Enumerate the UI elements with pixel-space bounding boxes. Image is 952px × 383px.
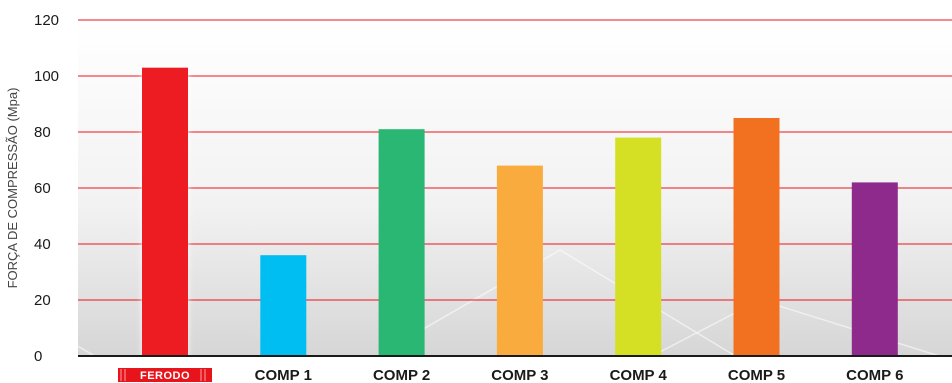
y-tick-label: 0 bbox=[34, 348, 42, 365]
y-tick-label: 40 bbox=[34, 236, 51, 253]
y-tick-label: 120 bbox=[34, 12, 59, 29]
x-category-label: COMP 4 bbox=[610, 367, 668, 383]
y-axis-label: FORÇA DE COMPRESSÃO (Mpa) bbox=[5, 88, 20, 289]
bar-comp-1 bbox=[260, 255, 307, 356]
y-tick-label: 60 bbox=[34, 180, 51, 197]
x-category-label: COMP 3 bbox=[491, 367, 548, 383]
y-tick-label: 100 bbox=[34, 68, 59, 85]
logo-background bbox=[118, 368, 212, 382]
x-category-label: COMP 1 bbox=[255, 367, 312, 383]
logo-text: FERODO bbox=[140, 370, 190, 382]
x-category-label: COMP 6 bbox=[846, 367, 903, 383]
bars bbox=[142, 67, 898, 356]
ferodo-logo: FERODO bbox=[118, 368, 212, 382]
bar-comp-6 bbox=[851, 182, 898, 356]
y-tick-labels: 0 20 40 60 80 100 120 bbox=[34, 12, 59, 365]
x-category-label: COMP 2 bbox=[373, 367, 430, 383]
bar-ferodo bbox=[142, 67, 188, 356]
y-tick-label: 80 bbox=[34, 124, 51, 141]
y-tick-label: 20 bbox=[34, 292, 51, 309]
bar-comp-2 bbox=[378, 129, 425, 356]
bar-comp-3 bbox=[496, 165, 543, 356]
bar-comp-5 bbox=[733, 118, 780, 356]
bar-comp-4 bbox=[615, 137, 662, 356]
x-category-labels: FERODO COMP 1 COMP 2 COMP 3 COMP 4 COMP 5 COMP… bbox=[118, 367, 903, 383]
x-category-label: COMP 5 bbox=[728, 367, 785, 383]
